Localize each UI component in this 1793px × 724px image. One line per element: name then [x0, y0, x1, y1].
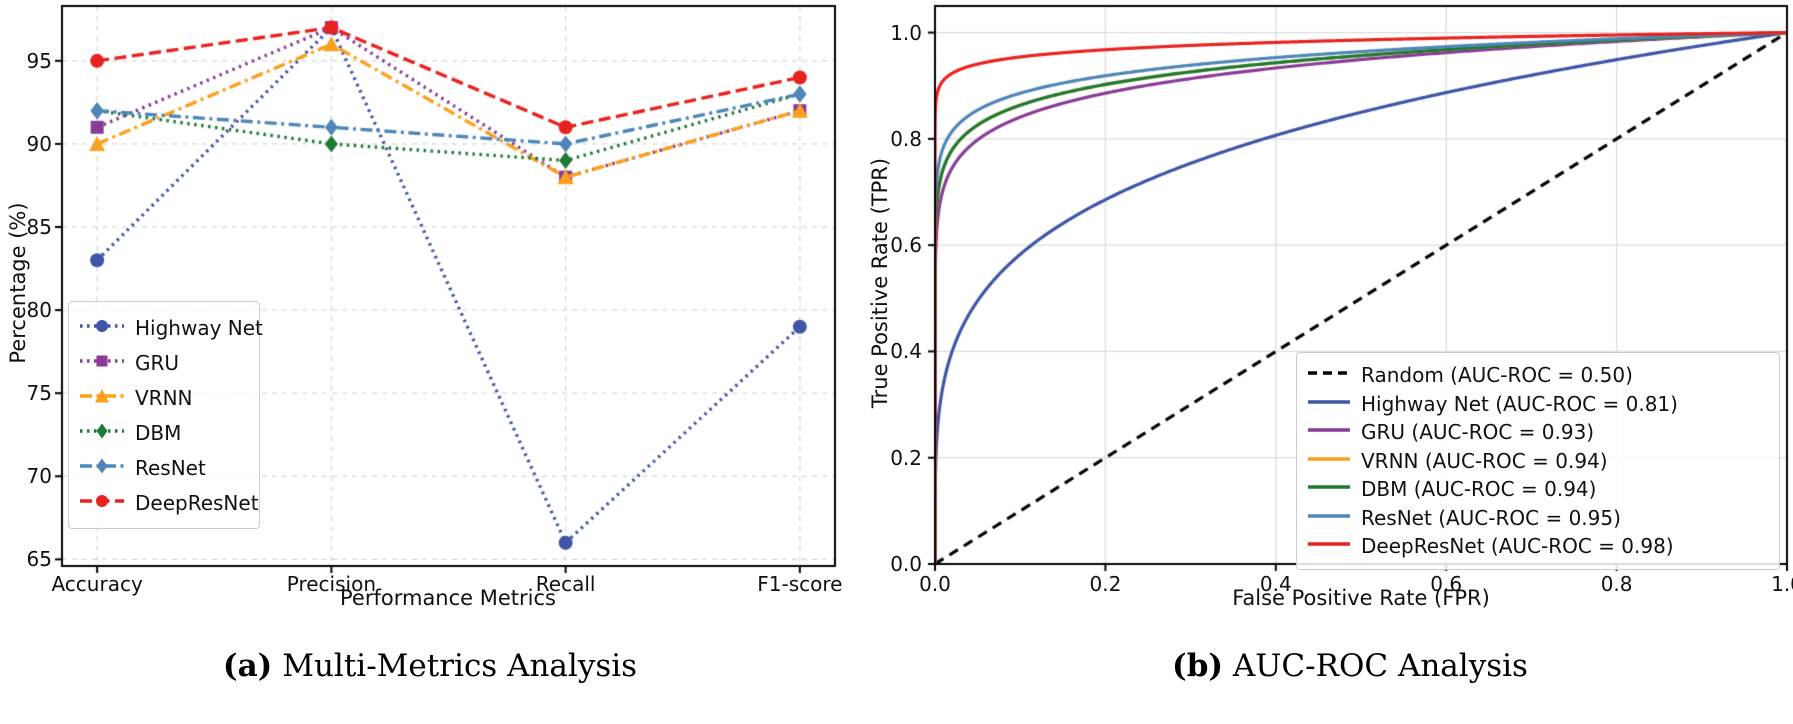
legend-sample: [1307, 421, 1351, 443]
legend-item-gru: GRU: [79, 345, 245, 380]
ytick-label-70: 70: [26, 464, 52, 489]
legend-sample: [1307, 478, 1351, 500]
xtick-label-0.6: 0.6: [1430, 572, 1463, 596]
ytick-label-0.4: 0.4: [890, 339, 922, 364]
xtick-label-0.8: 0.8: [1600, 572, 1633, 596]
legend-item-random: Random (AUC-ROC = 0.50): [1307, 361, 1765, 390]
caption-b-tag: (b): [1172, 648, 1224, 684]
x-axis-label-performance-metrics: Performance Metrics: [340, 586, 556, 610]
legend-sample: [79, 387, 125, 409]
legend-item-highway-net: Highway Net: [79, 310, 263, 345]
legend-sample: [79, 352, 125, 374]
deepresnet-legend-sample-icon: [80, 494, 124, 507]
legend-label: GRU: [135, 350, 180, 375]
legend-sample: [79, 492, 125, 514]
caption-a-text: Multi-Metrics Analysis: [282, 648, 638, 684]
legend-label: DBM (AUC-ROC = 0.94): [1361, 477, 1597, 502]
multi-metrics-legend: Highway Net GRU VRNN DBM ResNet DeepResNet: [68, 301, 263, 529]
legend-item-dbm: DBM: [79, 415, 245, 450]
dbm-legend-sample-icon: [80, 423, 124, 438]
xtick-label-f1-score: F1-score: [757, 572, 843, 596]
legend-item-dbm: DBM (AUC-ROC = 0.94): [1307, 475, 1765, 504]
ytick-label-0.8: 0.8: [890, 126, 922, 151]
legend-item-deepresnet: DeepResNet: [79, 485, 259, 520]
random-legend-sample-icon: [1308, 371, 1350, 375]
caption-a: (a) Multi-Metrics Analysis: [0, 648, 860, 684]
legend-label: ResNet: [135, 455, 206, 480]
y-axis-label-tpr: True Positive Rate (TPR): [868, 157, 892, 409]
ytick-label-90: 90: [26, 131, 52, 156]
caption-a-tag: (a): [222, 648, 273, 684]
y-axis-label-percentage: Percentage (%): [6, 202, 30, 364]
legend-label: VRNN (AUC-ROC = 0.94): [1361, 448, 1608, 473]
xtick-label-0.0: 0.0: [919, 572, 951, 596]
legend-sample: [1307, 393, 1351, 415]
legend-label: Highway Net (AUC-ROC = 0.81): [1361, 391, 1678, 416]
gru-legend-sample-icon: [1308, 428, 1350, 432]
legend-item-resnet: ResNet (AUC-ROC = 0.95): [1307, 504, 1765, 533]
resnet-legend-sample-icon: [80, 458, 124, 473]
ytick-label-0.0: 0.0: [890, 552, 922, 576]
legend-item-highway-net: Highway Net (AUC-ROC = 0.81): [1307, 390, 1765, 419]
xtick-label-1.0: 1.0: [1771, 572, 1793, 596]
vrnn-legend-sample-icon: [1308, 457, 1350, 461]
deepresnet-legend-sample-icon: [1308, 542, 1350, 546]
legend-label: Highway Net: [135, 315, 263, 340]
xtick-label-0.2: 0.2: [1089, 572, 1122, 596]
dbm-legend-sample-icon: [1308, 485, 1350, 489]
x-axis-label-fpr: False Positive Rate (FPR): [1232, 586, 1490, 610]
xtick-label-precision: Precision: [286, 572, 376, 596]
legend-label: DBM: [135, 420, 182, 445]
ytick-label-1.0: 1.0: [890, 20, 922, 45]
legend-label: VRNN: [135, 385, 193, 410]
vrnn-legend-sample-icon: [80, 388, 124, 402]
legend-sample: [1307, 535, 1351, 557]
ytick-label-0.6: 0.6: [890, 233, 922, 258]
ytick-label-75: 75: [26, 381, 52, 406]
xtick-label-0.4: 0.4: [1259, 572, 1292, 596]
caption-b-text: AUC-ROC Analysis: [1232, 648, 1528, 684]
caption-b: (b) AUC-ROC Analysis: [870, 648, 1793, 684]
legend-label: DeepResNet: [135, 490, 259, 515]
legend-sample: [1307, 507, 1351, 529]
ytick-label-0.2: 0.2: [890, 445, 922, 470]
ytick-label-80: 80: [26, 298, 52, 323]
highway-net-legend-sample-icon: [1308, 400, 1350, 404]
ytick-label-85: 85: [26, 215, 52, 239]
ytick-label-95: 95: [26, 48, 52, 73]
legend-item-vrnn: VRNN (AUC-ROC = 0.94): [1307, 447, 1765, 476]
legend-item-vrnn: VRNN: [79, 380, 245, 415]
highway-net-legend-sample-icon: [80, 319, 124, 332]
legend-label: DeepResNet (AUC-ROC = 0.98): [1361, 534, 1674, 559]
legend-item-resnet: ResNet: [79, 450, 245, 485]
legend-label: GRU (AUC-ROC = 0.93): [1361, 420, 1595, 445]
legend-sample: [79, 317, 125, 339]
gru-legend-sample-icon: [80, 355, 124, 366]
legend-sample: [79, 457, 125, 479]
legend-sample: [79, 422, 125, 444]
legend-label: ResNet (AUC-ROC = 0.95): [1361, 505, 1621, 530]
legend-item-deepresnet: DeepResNet (AUC-ROC = 0.98): [1307, 532, 1765, 561]
legend-sample: [1307, 450, 1351, 472]
ytick-label-65: 65: [26, 547, 52, 572]
xtick-label-recall: Recall: [535, 572, 596, 596]
legend-item-gru: GRU (AUC-ROC = 0.93): [1307, 418, 1765, 447]
auc-roc-legend: Random (AUC-ROC = 0.50) Highway Net (AUC-…: [1296, 352, 1780, 570]
xtick-label-accuracy: Accuracy: [51, 572, 143, 596]
legend-label: Random (AUC-ROC = 0.50): [1361, 363, 1633, 388]
legend-sample: [1307, 364, 1351, 386]
resnet-legend-sample-icon: [1308, 514, 1350, 518]
